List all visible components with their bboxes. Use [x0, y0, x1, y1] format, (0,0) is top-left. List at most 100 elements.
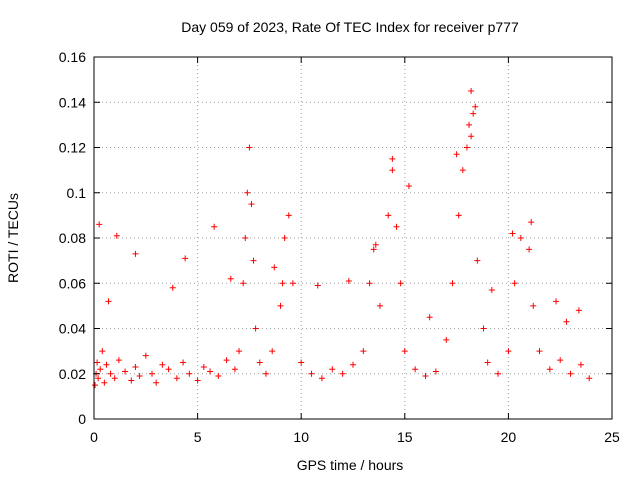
data-point [385, 212, 392, 219]
data-point [92, 382, 99, 389]
y-tick-label: 0.14 [59, 94, 86, 110]
data-point [207, 368, 214, 375]
y-axis: 0 0.02 0.04 0.06 0.08 0.1 0.12 0.14 0.16 [59, 49, 612, 427]
y-tick-label: 0.12 [59, 140, 86, 156]
x-tick-label: 5 [194, 429, 202, 445]
data-point [459, 167, 466, 174]
data-point [453, 151, 460, 158]
data-point [577, 361, 584, 368]
data-point [194, 377, 201, 384]
data-point [443, 336, 450, 343]
data-point [211, 223, 218, 230]
data-point [575, 307, 582, 314]
data-point [405, 182, 412, 189]
data-point [252, 325, 259, 332]
data-point [557, 357, 564, 364]
data-point [180, 359, 187, 366]
data-point [530, 302, 537, 309]
data-point [236, 348, 243, 355]
data-point [223, 357, 230, 364]
data-point [536, 348, 543, 355]
data-point [517, 235, 524, 241]
data-point [468, 87, 475, 94]
data-point [563, 318, 570, 325]
data-point [567, 370, 574, 377]
data-point [472, 103, 479, 110]
data-point [509, 230, 516, 237]
data-point [105, 298, 112, 305]
data-point [262, 370, 269, 377]
data-point [277, 302, 284, 309]
data-point [393, 223, 400, 230]
data-point [165, 366, 172, 373]
data-point [250, 257, 257, 264]
x-tick-label: 25 [604, 429, 620, 445]
data-point [142, 352, 149, 359]
x-axis-label: GPS time / hours [297, 457, 404, 473]
data-point [240, 280, 247, 287]
y-axis-label: ROTI / TECUs [5, 193, 21, 283]
data-point [553, 298, 560, 305]
data-point [366, 280, 373, 287]
data-point [455, 212, 462, 219]
data-point [488, 287, 495, 294]
data-point [511, 280, 518, 287]
data-point [269, 348, 276, 355]
data-point [132, 363, 139, 370]
y-tick-label: 0.04 [59, 321, 86, 337]
chart-title: Day 059 of 2023, Rate Of TEC Index for r… [181, 19, 519, 35]
data-point [256, 359, 263, 366]
data-point [200, 363, 207, 370]
data-point [468, 133, 475, 140]
data-point [97, 366, 104, 373]
data-point [132, 250, 139, 257]
data-point [128, 377, 135, 384]
data-point [432, 368, 439, 375]
data-point [528, 219, 535, 226]
data-point [111, 375, 118, 382]
data-point [242, 235, 249, 241]
data-point [389, 155, 396, 162]
data-point [122, 368, 129, 375]
data-point [401, 348, 408, 355]
data-point [285, 212, 292, 219]
data-point [505, 348, 512, 355]
data-point [101, 379, 108, 386]
data-point [271, 264, 278, 271]
data-point [376, 302, 383, 309]
data-point [153, 379, 160, 386]
data-point [372, 241, 379, 248]
y-tick-label: 0.1 [67, 185, 87, 201]
data-point [370, 246, 377, 253]
y-tick-label: 0 [78, 411, 86, 427]
data-point [113, 232, 120, 239]
data-point [422, 373, 429, 380]
x-tick-label: 0 [90, 429, 98, 445]
data-point [586, 375, 593, 382]
data-point [339, 370, 346, 377]
data-point [103, 361, 110, 368]
data-point [546, 366, 553, 373]
data-point [96, 221, 103, 228]
data-point [99, 348, 106, 355]
y-tick-label: 0.02 [59, 366, 86, 382]
data-point [231, 366, 238, 373]
data-point [115, 357, 122, 364]
data-point [186, 370, 193, 377]
data-point [227, 275, 234, 282]
data-point [95, 375, 102, 382]
data-point [474, 257, 481, 264]
data-point [495, 370, 502, 377]
y-tick-label: 0.06 [59, 275, 86, 291]
data-point [314, 282, 321, 289]
data-point [173, 375, 180, 382]
data-point [449, 280, 456, 287]
data-point [350, 361, 356, 368]
data-point [289, 280, 296, 287]
data-point [308, 370, 315, 377]
data-point [329, 366, 336, 373]
data-point [397, 280, 404, 287]
data-point [244, 189, 251, 196]
data-point [470, 110, 477, 117]
